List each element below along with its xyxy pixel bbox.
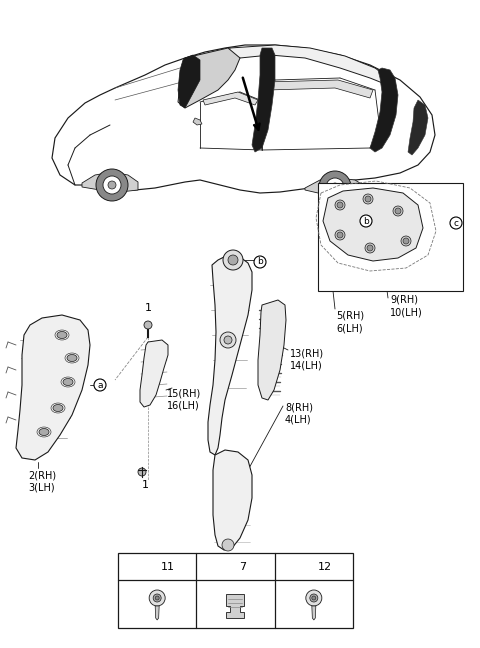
Circle shape: [153, 594, 161, 602]
Ellipse shape: [67, 354, 77, 362]
Text: 1: 1: [142, 480, 148, 490]
Polygon shape: [82, 172, 138, 192]
Text: a: a: [141, 562, 146, 571]
Circle shape: [319, 171, 351, 203]
Text: b: b: [363, 216, 369, 226]
Polygon shape: [178, 55, 200, 108]
Circle shape: [222, 539, 234, 551]
Circle shape: [393, 206, 403, 216]
Polygon shape: [258, 300, 286, 400]
Circle shape: [365, 196, 371, 202]
Polygon shape: [208, 255, 252, 455]
Text: a: a: [97, 380, 103, 389]
Text: 12: 12: [318, 562, 332, 572]
Polygon shape: [252, 48, 275, 152]
Circle shape: [360, 215, 372, 227]
Circle shape: [144, 321, 152, 329]
Circle shape: [94, 379, 106, 391]
Circle shape: [365, 243, 375, 253]
Polygon shape: [193, 118, 202, 125]
Circle shape: [395, 208, 401, 214]
Polygon shape: [155, 606, 159, 620]
Text: 11: 11: [161, 562, 175, 572]
Text: 1: 1: [144, 303, 152, 313]
Polygon shape: [178, 48, 240, 108]
Bar: [318, 183, 463, 291]
Text: c: c: [454, 218, 458, 227]
Text: 7: 7: [240, 562, 247, 572]
Circle shape: [215, 560, 228, 573]
Text: 8(RH)
4(LH): 8(RH) 4(LH): [285, 402, 313, 424]
Circle shape: [450, 217, 462, 229]
Circle shape: [326, 178, 344, 196]
Circle shape: [363, 194, 373, 204]
Polygon shape: [203, 92, 258, 105]
Circle shape: [96, 169, 128, 201]
Polygon shape: [16, 315, 90, 460]
Text: 5(RH)
6(LH): 5(RH) 6(LH): [336, 311, 364, 334]
Circle shape: [254, 256, 266, 268]
Circle shape: [223, 250, 243, 270]
Polygon shape: [213, 450, 252, 550]
Circle shape: [367, 245, 373, 251]
Ellipse shape: [53, 404, 63, 411]
Polygon shape: [140, 340, 168, 407]
Polygon shape: [408, 100, 428, 155]
Circle shape: [137, 560, 150, 573]
Circle shape: [312, 596, 316, 600]
Text: 15(RH)
16(LH): 15(RH) 16(LH): [167, 388, 201, 410]
Circle shape: [337, 232, 343, 238]
Circle shape: [293, 560, 306, 573]
Polygon shape: [370, 68, 398, 152]
Polygon shape: [265, 80, 373, 98]
Circle shape: [138, 468, 146, 476]
Text: b: b: [257, 257, 263, 266]
Ellipse shape: [63, 378, 73, 386]
Text: 2(RH)
3(LH): 2(RH) 3(LH): [28, 470, 56, 492]
Polygon shape: [305, 178, 365, 195]
Circle shape: [149, 590, 165, 606]
Polygon shape: [227, 594, 244, 618]
Circle shape: [335, 230, 345, 240]
Circle shape: [224, 336, 232, 344]
Circle shape: [335, 200, 345, 210]
Ellipse shape: [57, 332, 67, 338]
Text: c: c: [297, 562, 302, 571]
Circle shape: [337, 202, 343, 208]
Polygon shape: [312, 606, 316, 620]
Circle shape: [108, 181, 116, 189]
Polygon shape: [52, 45, 435, 193]
Polygon shape: [323, 188, 423, 261]
Circle shape: [310, 594, 318, 602]
Circle shape: [306, 590, 322, 606]
Circle shape: [401, 236, 411, 246]
Circle shape: [220, 332, 236, 348]
Ellipse shape: [39, 428, 49, 435]
Circle shape: [331, 183, 339, 191]
Circle shape: [228, 255, 238, 265]
Circle shape: [403, 238, 409, 244]
Polygon shape: [228, 45, 395, 88]
Circle shape: [155, 596, 159, 600]
Text: 13(RH)
14(LH): 13(RH) 14(LH): [290, 348, 324, 371]
Bar: [118, 553, 353, 628]
Circle shape: [103, 176, 121, 194]
Text: b: b: [218, 562, 224, 571]
Text: 9(RH)
10(LH): 9(RH) 10(LH): [390, 295, 423, 318]
